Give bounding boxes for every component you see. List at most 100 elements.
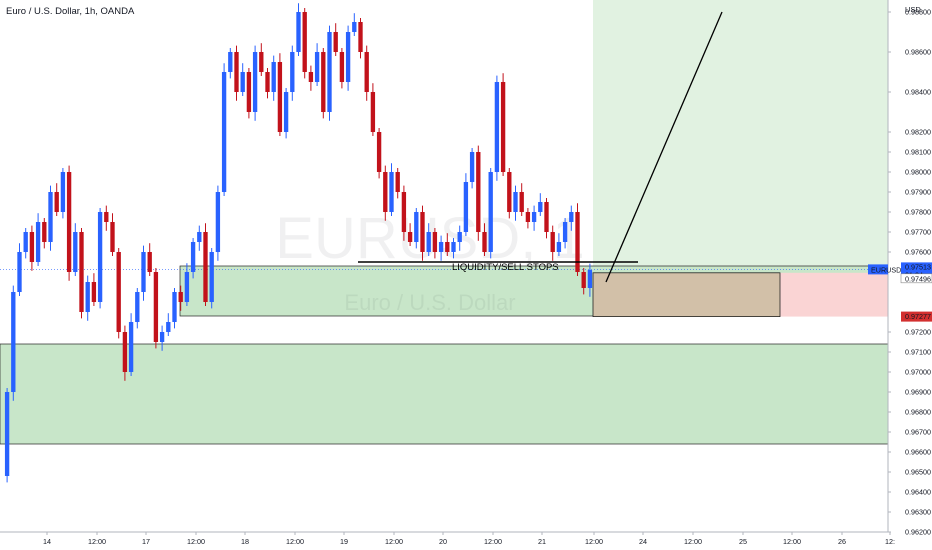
candle [395,172,400,192]
symbol-tag-label: EURUSD [871,265,901,274]
entry-price-label: 0.97496 [905,274,931,283]
candle [569,212,574,222]
candle [345,32,351,82]
candle [246,72,252,112]
entry-box [592,272,781,317]
time-tick-label: 12:00 [187,537,205,546]
candle [407,232,413,242]
target-zone [593,0,888,273]
candle [488,172,493,252]
candle [48,192,53,242]
price-tick-label: 0.96900 [905,388,931,397]
price-tick-label: 0.96700 [905,428,931,437]
time-tick-label: 17 [142,537,150,546]
time-tick-label: 20 [439,537,447,546]
candle [544,202,549,232]
price-tick-label: 0.96300 [905,508,931,517]
candle [228,52,233,72]
price-tick-label: 0.97600 [905,248,931,257]
candle [234,52,239,92]
candle [203,232,208,302]
time-tick-label: 12:00 [684,537,702,546]
candle [141,252,146,292]
candle [265,72,270,92]
candle [122,332,128,372]
price-tick-label: 0.98000 [905,168,931,177]
candle [66,172,72,272]
symbol-tag [868,264,888,275]
candle [482,232,487,252]
candle [110,222,115,252]
candle [54,192,59,212]
price-tick-label: 0.98200 [905,128,931,137]
time-tick-label: 12:00 [88,537,106,546]
candle [438,242,444,252]
entry-price-tag [900,273,932,284]
time-tick-label: 21 [538,537,546,546]
time-tick-label: 24 [639,537,647,546]
candle [85,282,90,312]
candle [321,52,326,112]
candle [494,82,500,172]
candle [172,292,177,322]
candle [11,292,16,392]
price-tick-label: 0.96500 [905,468,931,477]
candle [581,272,586,288]
candle [184,272,190,302]
candle [370,92,376,132]
candle [550,232,555,252]
candle [17,252,22,292]
candle [104,212,109,222]
candle [153,272,159,342]
candle [277,62,283,132]
candle [73,232,78,272]
candle [296,12,301,52]
candle [401,192,407,232]
candle [476,152,481,232]
price-tick-label: 0.96600 [905,448,931,457]
candle [178,292,183,302]
candle [166,322,171,332]
candle [507,172,512,212]
price-tick-label: 0.97900 [905,188,931,197]
candle [333,32,338,52]
candle [35,222,41,262]
candle [358,22,363,52]
candle [339,52,345,82]
time-tick-label: 25 [739,537,747,546]
price-tick-label: 0.97200 [905,328,931,337]
time-tick-label: 12:00 [585,537,603,546]
candle [91,282,97,302]
candle [556,242,562,252]
price-tick-label: 0.98800 [905,8,931,17]
candle [432,232,438,252]
time-tick-label: 12:00 [286,537,304,546]
time-tick-label: 26 [838,537,846,546]
price-tick-label: 0.97100 [905,348,931,357]
stop-zone [780,272,888,317]
time-tick-label: 14 [43,537,51,546]
price-tick-label: 0.98100 [905,148,931,157]
candle [97,212,103,302]
watermark-name: Euro / U.S. Dollar [344,290,515,315]
time-tick-label: 19 [340,537,348,546]
candle [4,392,10,476]
last-price-label: 0.97513 [905,262,931,271]
candle [271,62,276,92]
candle [116,252,121,332]
time-tick-label: 18 [241,537,249,546]
candle [420,212,425,252]
price-tick-label: 0.96800 [905,408,931,417]
candle [364,52,369,92]
candle [314,52,320,82]
time-tick-label: 12:00 [783,537,801,546]
candle [60,172,66,212]
price-tick-label: 0.98600 [905,48,931,57]
price-tick-label: 0.97000 [905,368,931,377]
candle [159,332,165,342]
candle [209,252,214,302]
candle [308,72,314,82]
candle [414,212,419,242]
candle [197,232,202,242]
